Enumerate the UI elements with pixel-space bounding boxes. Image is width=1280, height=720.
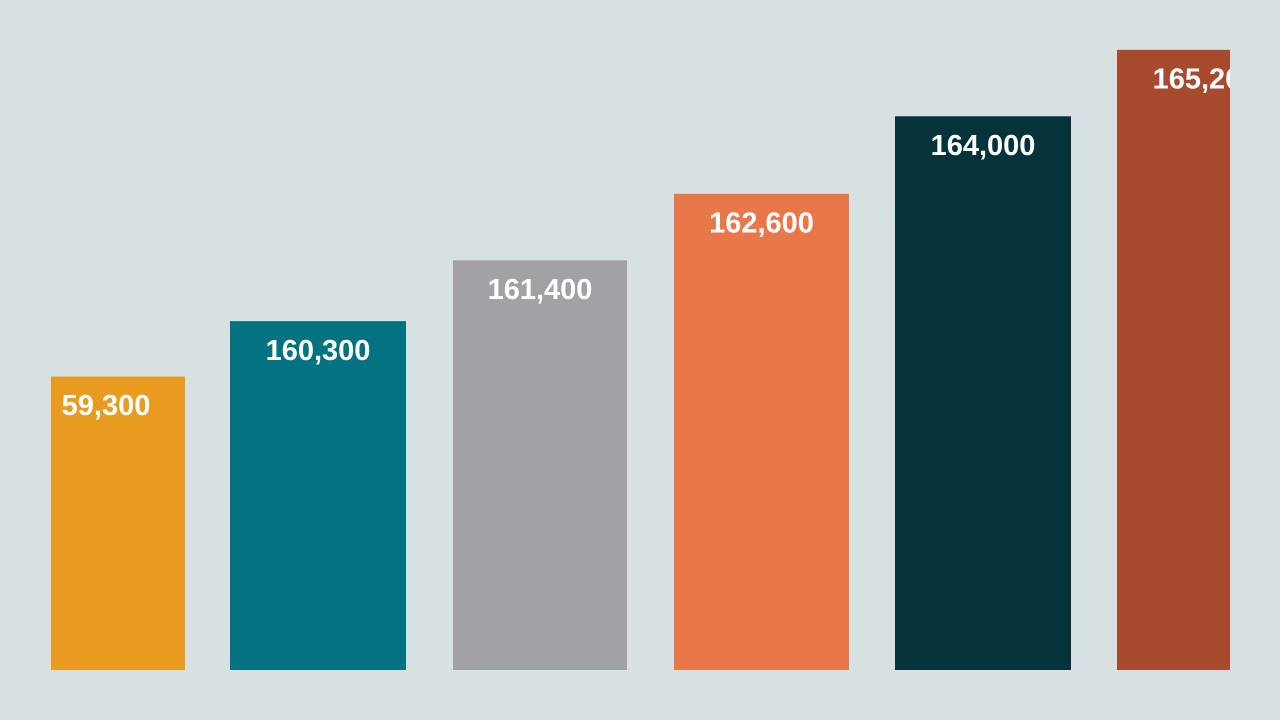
bar [1117, 49, 1230, 670]
bar [674, 193, 849, 671]
value-label: 165,200 [1153, 63, 1258, 95]
plot: 59,300 160,300 161,400 162,600 164,000 165,20… [51, 49, 1258, 671]
value-label: 59,300 [62, 390, 151, 422]
value-label: 161,400 [488, 274, 593, 306]
bar [230, 321, 406, 670]
bar [51, 376, 185, 670]
value-label: 162,600 [709, 207, 814, 239]
bar [895, 116, 1071, 670]
value-label: 164,000 [931, 130, 1036, 162]
bar [453, 260, 627, 670]
value-label: 160,300 [266, 335, 371, 367]
